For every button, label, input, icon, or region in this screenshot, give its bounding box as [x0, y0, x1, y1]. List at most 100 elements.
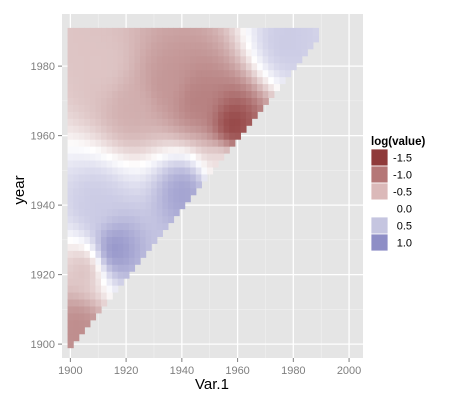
- heatmap-tile: [263, 90, 269, 98]
- heatmap-tile: [73, 125, 79, 133]
- heatmap-tile: [118, 70, 124, 78]
- heatmap-tile: [218, 111, 224, 119]
- heatmap-tile: [168, 188, 174, 196]
- heatmap-tile: [168, 90, 174, 98]
- heatmap-tile: [118, 222, 124, 230]
- heatmap-tile: [235, 49, 241, 57]
- heatmap-tile: [157, 160, 163, 168]
- heatmap-tile: [84, 35, 90, 43]
- heatmap-tile: [84, 49, 90, 57]
- heatmap-tile: [73, 28, 79, 36]
- heatmap-tile: [173, 153, 179, 161]
- heatmap-tile: [162, 104, 168, 112]
- legend-label: -1.5: [393, 153, 412, 165]
- heatmap-tile: [151, 77, 157, 85]
- heatmap-tile: [107, 118, 113, 126]
- heatmap-tile: [173, 125, 179, 133]
- heatmap-tile: [73, 243, 79, 251]
- heatmap-tile: [118, 264, 124, 272]
- heatmap-tile: [207, 160, 213, 168]
- heatmap-tile: [73, 195, 79, 203]
- heatmap-tile: [73, 104, 79, 112]
- heatmap-tile: [118, 104, 124, 112]
- heatmap-tile: [157, 222, 163, 230]
- heatmap-tile: [196, 56, 202, 64]
- heatmap-tile: [84, 209, 90, 217]
- heatmap-tile: [73, 167, 79, 175]
- heatmap-tile: [168, 104, 174, 112]
- heatmap-tile: [213, 125, 219, 133]
- heatmap-tile: [84, 167, 90, 175]
- heatmap-tile: [168, 118, 174, 126]
- heatmap-tile: [134, 56, 140, 64]
- heatmap-tile: [107, 278, 113, 286]
- heatmap-tile: [140, 236, 146, 244]
- heatmap-tile: [90, 174, 96, 182]
- heatmap-tile: [68, 35, 74, 43]
- heatmap-tile: [157, 174, 163, 182]
- heatmap-tile: [252, 56, 258, 64]
- heatmap-tile: [279, 35, 285, 43]
- heatmap-tile: [129, 56, 135, 64]
- heatmap-tile: [112, 139, 118, 147]
- heatmap-tile: [185, 111, 191, 119]
- heatmap-tile: [151, 132, 157, 140]
- heatmap-tile: [185, 104, 191, 112]
- heatmap-tile: [129, 77, 135, 85]
- heatmap-tile: [101, 118, 107, 126]
- heatmap-tile: [101, 49, 107, 57]
- heatmap-tile: [107, 63, 113, 71]
- heatmap-tile: [246, 70, 252, 78]
- heatmap-tile: [68, 243, 74, 251]
- heatmap-tile: [95, 49, 101, 57]
- heatmap-tile: [129, 188, 135, 196]
- heatmap-tile: [173, 49, 179, 57]
- heatmap-tile: [224, 146, 230, 154]
- heatmap-tile: [196, 70, 202, 78]
- heatmap-tile: [107, 243, 113, 251]
- heatmap-tile: [134, 90, 140, 98]
- heatmap-tile: [213, 63, 219, 71]
- heatmap-tile: [168, 63, 174, 71]
- heatmap-tile: [73, 327, 79, 335]
- heatmap-tile: [162, 153, 168, 161]
- heatmap-tile: [173, 132, 179, 140]
- heatmap-tile: [151, 70, 157, 78]
- heatmap-tile: [296, 28, 302, 36]
- heatmap-tile: [112, 104, 118, 112]
- heatmap-tile: [162, 90, 168, 98]
- heatmap-tile: [291, 42, 297, 50]
- x-tick-label: 1900: [58, 365, 82, 377]
- heatmap-tile: [123, 118, 129, 126]
- heatmap-tile: [90, 236, 96, 244]
- heatmap-tile: [90, 153, 96, 161]
- heatmap-tile: [90, 104, 96, 112]
- heatmap-tile: [123, 77, 129, 85]
- heatmap-tile: [79, 313, 85, 321]
- heatmap-tile: [73, 77, 79, 85]
- heatmap-tile: [101, 299, 107, 307]
- heatmap-tile: [95, 222, 101, 230]
- heatmap-tile: [73, 313, 79, 321]
- heatmap-tile: [229, 42, 235, 50]
- heatmap-tile: [68, 104, 74, 112]
- heatmap-tile: [168, 42, 174, 50]
- heatmap-tile: [168, 167, 174, 175]
- heatmap-tile: [173, 111, 179, 119]
- heatmap-tile: [162, 167, 168, 175]
- heatmap-tile: [73, 229, 79, 237]
- heatmap-tile: [274, 63, 280, 71]
- heatmap-tile: [173, 70, 179, 78]
- heatmap-tile: [123, 111, 129, 119]
- heatmap-tile: [213, 153, 219, 161]
- heatmap-tile: [190, 70, 196, 78]
- heatmap-tile: [90, 42, 96, 50]
- heatmap-tile: [123, 104, 129, 112]
- heatmap-tile: [79, 104, 85, 112]
- heatmap-tile: [95, 90, 101, 98]
- heatmap-tile: [68, 195, 74, 203]
- heatmap-tile: [213, 146, 219, 154]
- heatmap-tile: [107, 195, 113, 203]
- heatmap-tile: [112, 90, 118, 98]
- heatmap-tile: [107, 250, 113, 258]
